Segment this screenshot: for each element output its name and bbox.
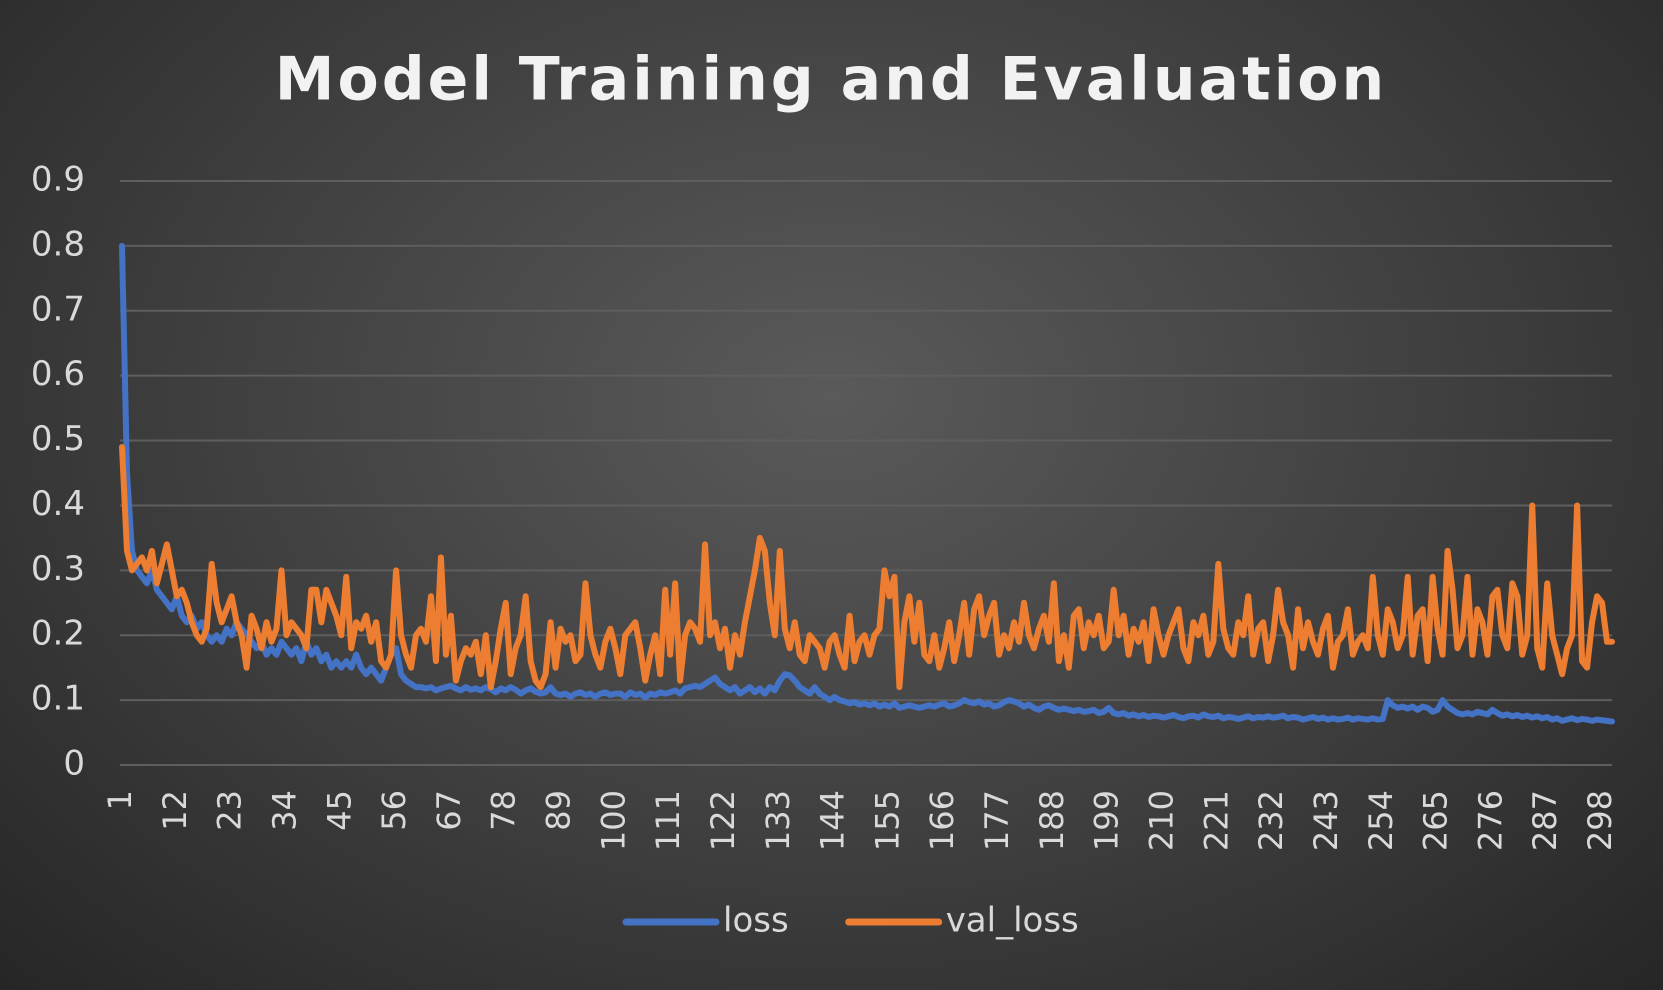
x-tick-label: 276 <box>1471 790 1509 851</box>
x-tick-label: 265 <box>1417 790 1455 851</box>
x-tick-label: 67 <box>430 790 468 831</box>
legend-label: loss <box>723 901 789 941</box>
x-tick-label: 56 <box>375 790 413 831</box>
x-tick-label: 45 <box>320 790 358 831</box>
y-tick-label: 0.5 <box>31 419 85 459</box>
x-tick-label: 188 <box>1033 790 1071 851</box>
y-tick-label: 0.9 <box>31 160 85 200</box>
x-tick-label: 166 <box>923 790 961 851</box>
y-tick-label: 0.7 <box>31 289 85 329</box>
x-tick-label: 221 <box>1197 790 1235 851</box>
chart-title: Model Training and Evaluation <box>275 45 1387 115</box>
series-line <box>119 242 1615 725</box>
legend-label: val_loss <box>946 901 1079 941</box>
x-tick-label: 232 <box>1252 790 1290 851</box>
x-tick-label: 287 <box>1526 790 1564 851</box>
x-tick-label: 298 <box>1581 790 1619 851</box>
y-tick-label: 0.1 <box>31 679 85 719</box>
x-tick-label: 199 <box>1088 790 1126 851</box>
x-tick-label: 243 <box>1307 790 1345 851</box>
x-tick-label: 177 <box>978 790 1016 851</box>
x-tick-label: 111 <box>649 790 687 851</box>
x-tick-label: 23 <box>211 790 249 831</box>
y-tick-label: 0.2 <box>31 614 85 654</box>
x-tick-label: 133 <box>759 790 797 851</box>
x-tick-label: 122 <box>704 790 742 851</box>
x-tick-label: 12 <box>156 790 194 831</box>
y-tick-label: 0.6 <box>31 354 85 394</box>
y-tick-label: 0.4 <box>31 484 85 524</box>
y-tick-label: 0.3 <box>31 549 85 589</box>
y-tick-label: 0.8 <box>31 224 85 264</box>
x-tick-label: 155 <box>868 790 906 851</box>
x-tick-label: 1 <box>101 790 139 810</box>
x-tick-label: 100 <box>594 790 632 851</box>
x-tick-label: 254 <box>1362 790 1400 851</box>
x-tick-label: 144 <box>814 790 852 851</box>
x-tick-label: 78 <box>485 790 523 831</box>
series-line <box>119 444 1615 691</box>
x-tick-label: 89 <box>540 790 578 831</box>
x-tick-label: 34 <box>265 790 303 831</box>
y-tick-label: 0 <box>63 744 85 784</box>
x-tick-label: 210 <box>1143 790 1181 851</box>
